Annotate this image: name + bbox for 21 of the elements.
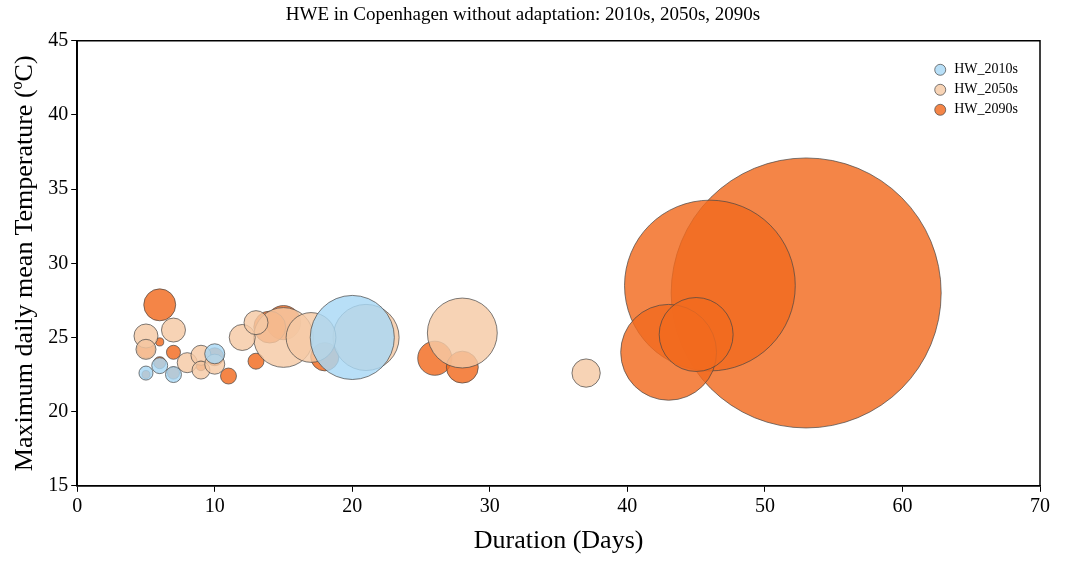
y-tick-label: 15 bbox=[48, 473, 69, 496]
x-tick-label: 50 bbox=[754, 494, 775, 517]
x-axis-title: Duration (Days) bbox=[473, 525, 644, 555]
legend-label: HW_2010s bbox=[954, 61, 1019, 77]
y-tick-label: 45 bbox=[48, 28, 69, 51]
y-axis-title: Maximum daily mean Temperature (ºC) bbox=[9, 55, 39, 472]
chart-title: HWE in Copenhagen without adaptation: 2010s, 2050s, 2090s bbox=[285, 3, 761, 25]
x-tick-label: 30 bbox=[479, 494, 500, 517]
x-tick-label: 40 bbox=[617, 494, 638, 517]
x-tick-label: 60 bbox=[892, 494, 913, 517]
y-tick-label: 30 bbox=[48, 250, 69, 273]
x-tick-label: 70 bbox=[1030, 494, 1050, 517]
legend-label: HW_2050s bbox=[954, 81, 1019, 97]
y-tick-label: 20 bbox=[48, 398, 69, 421]
x-tick-label: 10 bbox=[204, 494, 225, 517]
x-tick-label: 0 bbox=[72, 494, 83, 517]
y-tick-label: 40 bbox=[48, 102, 69, 125]
y-tick-label: 35 bbox=[48, 176, 69, 199]
x-tick-label: 20 bbox=[342, 494, 363, 517]
legend-label: HW_2090s bbox=[954, 101, 1019, 117]
y-tick-label: 25 bbox=[48, 324, 69, 347]
